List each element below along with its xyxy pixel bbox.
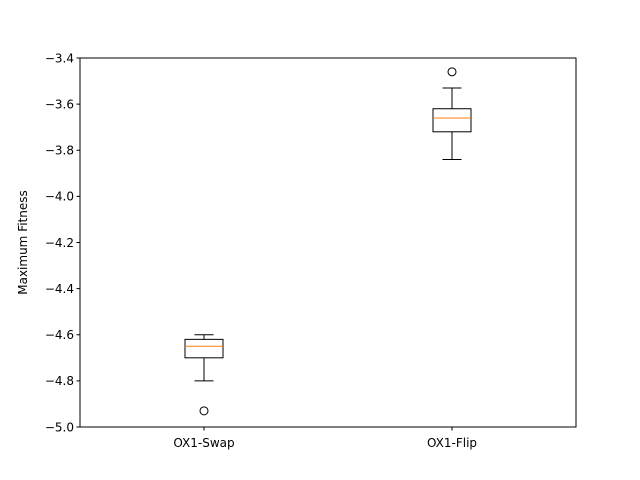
x-tick-label: OX1-Swap [173, 436, 234, 450]
box-ox1-flip [432, 67, 472, 160]
y-axis-title: Maximum Fitness [16, 190, 30, 295]
iqr-box [432, 108, 472, 133]
y-tick-label: −3.8 [45, 144, 74, 158]
outlier-point [199, 406, 209, 416]
x-axis: OX1-Swap OX1-Flip [173, 427, 477, 450]
y-tick-label: −4.4 [45, 282, 74, 296]
y-tick-label: −3.4 [45, 51, 74, 65]
y-tick-label: −4.2 [45, 236, 74, 250]
outlier-point [447, 67, 457, 77]
y-tick-label: −4.6 [45, 328, 74, 342]
y-tick-label: −4.8 [45, 374, 74, 388]
y-tick-label: −3.6 [45, 97, 74, 111]
iqr-box [184, 338, 224, 359]
x-tick-label: OX1-Flip [427, 436, 477, 450]
y-tick-label: −5.0 [45, 420, 74, 434]
y-axis: −5.0 −4.8 −4.6 −4.4 −4.2 −4.0 −3.8 −3.6 −3.4 [45, 51, 80, 434]
y-tick-label: −4.0 [45, 190, 74, 204]
plot-area [79, 57, 577, 428]
boxes-layer [184, 67, 472, 416]
box-ox1-swap [184, 334, 224, 416]
